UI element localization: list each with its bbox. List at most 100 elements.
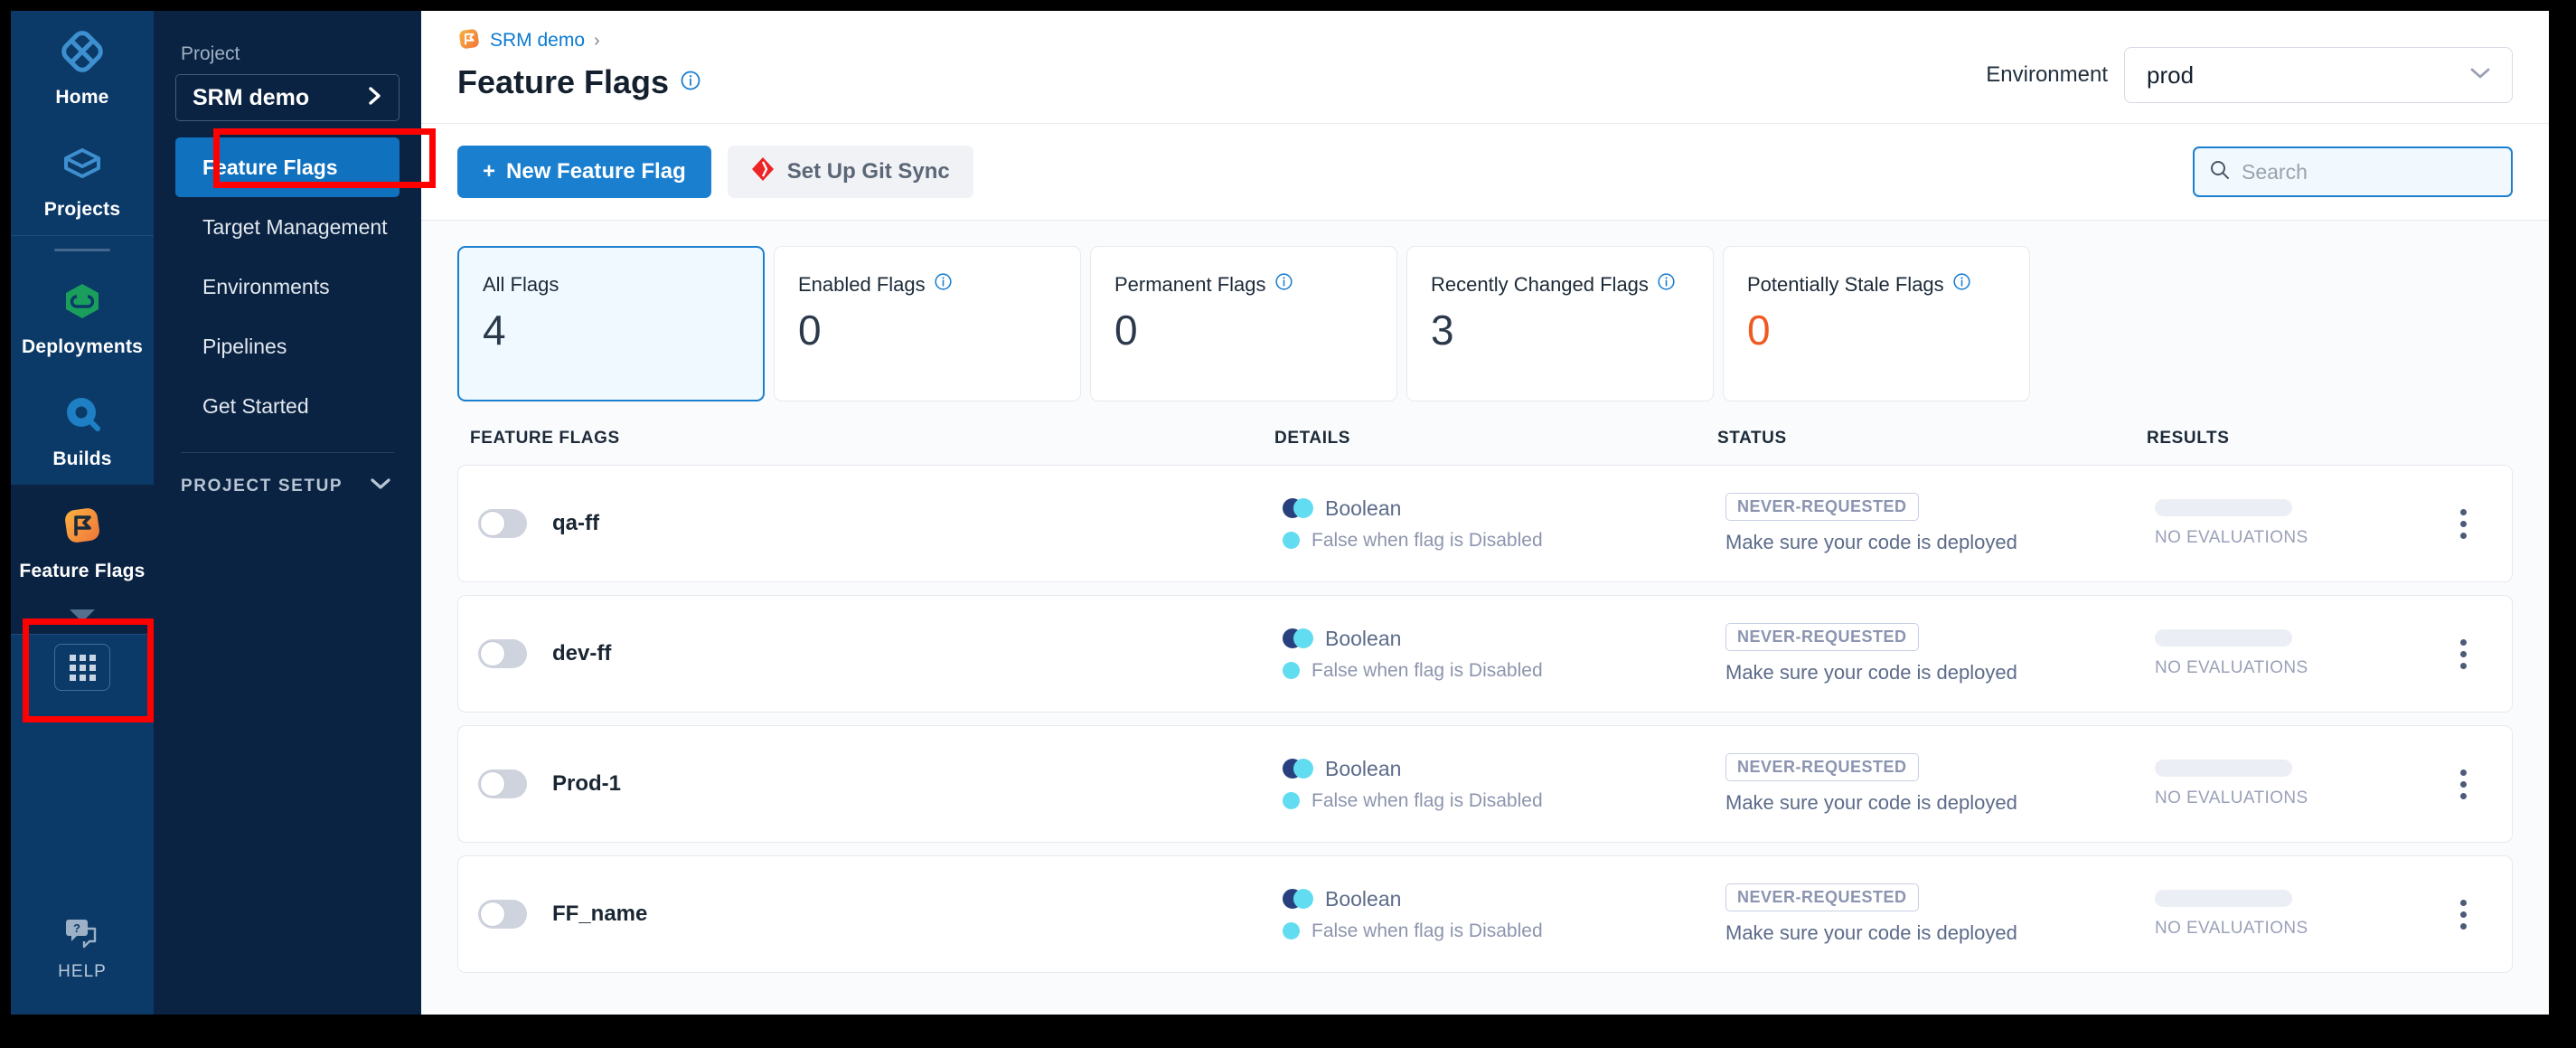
harness-diamond-icon [751, 156, 775, 188]
flag-variation-row: False when flag is Disabled [1283, 921, 1725, 942]
app-window: Home Projects Deployments [11, 11, 2549, 1015]
flag-type-row: Boolean [1283, 887, 1725, 911]
rail-item-deployments[interactable]: Deployments [11, 260, 154, 373]
sidebar-item-label: Environments [202, 274, 330, 298]
sidebar-item-target-management[interactable]: Target Management [175, 197, 400, 257]
row-status-cell: NEVER-REQUESTED Make sure your code is d… [1725, 883, 2155, 945]
info-icon[interactable] [680, 70, 701, 96]
info-icon[interactable] [1952, 272, 1971, 297]
info-icon[interactable] [934, 272, 953, 297]
stat-card-enabled-flags[interactable]: Enabled Flags 0 [774, 246, 1081, 401]
sidebar-item-label: Get Started [202, 393, 309, 418]
stat-card-label: Recently Changed Flags [1431, 272, 1649, 296]
flag-type-label: Boolean [1325, 626, 1402, 650]
rail-item-help[interactable]: ? HELP [11, 918, 154, 1015]
sidebar-section-project-setup[interactable]: PROJECT SETUP [154, 453, 421, 496]
set-up-git-sync-label: Set Up Git Sync [786, 159, 950, 184]
stat-card-label-wrap: Enabled Flags [798, 272, 1057, 297]
status-subtext: Make sure your code is deployed [1725, 661, 2017, 684]
main-content: SRM demo › Feature Flags Environment [421, 11, 2549, 1015]
environment-select[interactable]: prod [2124, 47, 2513, 103]
column-header-feature-flags: FEATURE FLAGS [470, 429, 620, 448]
flag-enable-toggle[interactable] [478, 509, 527, 538]
flag-type-label: Boolean [1325, 496, 1402, 520]
table-row[interactable]: FF_name Boolean False when flag is Disab… [457, 855, 2513, 973]
sidebar-section-label: PROJECT SETUP [181, 477, 343, 496]
rail-item-builds[interactable]: Builds [11, 373, 154, 485]
table-header: FEATURE FLAGS DETAILS STATUS RESULTS [457, 401, 2513, 465]
table-row[interactable]: dev-ff Boolean False when flag is Disabl… [457, 595, 2513, 713]
variation-dot-icon [1283, 662, 1300, 679]
results-placeholder-bar [2155, 760, 2292, 777]
results-text: NO EVALUATIONS [2155, 788, 2308, 807]
sidebar-item-pipelines[interactable]: Pipelines [175, 316, 400, 376]
stat-card-permanent-flags[interactable]: Permanent Flags 0 [1090, 246, 1397, 401]
apps-grid-button[interactable] [54, 644, 110, 691]
flag-variation-label: False when flag is Disabled [1312, 789, 1543, 811]
more-vertical-icon[interactable] [2445, 508, 2481, 539]
info-icon[interactable] [1274, 272, 1293, 297]
project-nav: Project SRM demo Feature Flags Target Ma… [154, 11, 421, 1015]
flag-enable-toggle[interactable] [478, 639, 527, 668]
sidebar-item-get-started[interactable]: Get Started [175, 376, 400, 436]
variation-dot-icon [1283, 792, 1300, 809]
stat-cards: All Flags 4 Enabled Flags 0 Perma [457, 246, 2513, 401]
flag-enable-toggle[interactable] [478, 900, 527, 929]
sidebar-item-label: Target Management [202, 214, 388, 239]
new-feature-flag-button[interactable]: + New Feature Flag [457, 146, 711, 198]
builds-gear-icon [61, 392, 103, 439]
rail-item-projects[interactable]: Projects [11, 123, 154, 235]
status-badge: NEVER-REQUESTED [1725, 493, 1919, 521]
stat-card-value: 0 [1747, 307, 1771, 354]
row-status-cell: NEVER-REQUESTED Make sure your code is d… [1725, 753, 2155, 815]
stat-card-value: 0 [798, 307, 822, 354]
environment-picker: Environment prod [1986, 27, 2513, 103]
project-selector[interactable]: SRM demo [175, 74, 400, 121]
breadcrumb-link-project[interactable]: SRM demo [490, 30, 586, 51]
stat-card-label: Potentially Stale Flags [1747, 272, 1944, 296]
boolean-type-icon [1283, 759, 1313, 779]
page-title: Feature Flags [457, 63, 670, 100]
breadcrumb-separator: › [594, 30, 600, 51]
more-vertical-icon[interactable] [2445, 638, 2481, 669]
more-vertical-icon[interactable] [2445, 899, 2481, 930]
boolean-type-icon [1283, 889, 1313, 909]
set-up-git-sync-button[interactable]: Set Up Git Sync [727, 146, 973, 198]
search-box[interactable] [2193, 146, 2513, 197]
more-vertical-icon[interactable] [2445, 769, 2481, 799]
stat-card-all-flags[interactable]: All Flags 4 [457, 246, 765, 401]
primary-nav-rail: Home Projects Deployments [11, 11, 154, 1015]
row-details-cell: Boolean False when flag is Disabled [1283, 496, 1725, 552]
table-row[interactable]: qa-ff Boolean False when flag is Disable… [457, 465, 2513, 582]
svg-text:?: ? [73, 921, 80, 935]
results-text: NO EVALUATIONS [2155, 658, 2308, 677]
project-label: Project [181, 43, 240, 64]
flag-type-row: Boolean [1283, 627, 1725, 651]
info-icon[interactable] [1657, 272, 1676, 297]
rail-collapse-toggle[interactable] [11, 597, 154, 634]
rail-item-feature-flags[interactable]: Feature Flags [11, 485, 154, 597]
search-input[interactable] [2242, 159, 2496, 184]
stat-card-potentially-stale-flags[interactable]: Potentially Stale Flags 0 [1723, 246, 2030, 401]
flag-enable-toggle[interactable] [478, 769, 527, 798]
stat-card-label: Permanent Flags [1114, 272, 1266, 296]
home-diamond-icon [61, 31, 103, 77]
row-details-cell: Boolean False when flag is Disabled [1283, 757, 1725, 812]
status-badge: NEVER-REQUESTED [1725, 623, 1919, 651]
results-placeholder-bar [2155, 629, 2292, 647]
variation-dot-icon [1283, 532, 1300, 549]
results-placeholder-bar [2155, 499, 2292, 516]
chevron-down-icon [370, 477, 391, 496]
row-flag-cell: qa-ff [478, 509, 1283, 538]
search-icon [2209, 159, 2231, 185]
row-details-cell: Boolean False when flag is Disabled [1283, 887, 1725, 942]
sidebar-item-feature-flags[interactable]: Feature Flags [175, 137, 400, 197]
table-row[interactable]: Prod-1 Boolean False when flag is Disabl… [457, 725, 2513, 843]
status-subtext: Make sure your code is deployed [1725, 531, 2017, 553]
flag-variation-label: False when flag is Disabled [1312, 920, 1543, 941]
stat-card-recently-changed-flags[interactable]: Recently Changed Flags 3 [1406, 246, 1714, 401]
sidebar-item-environments[interactable]: Environments [175, 257, 400, 316]
flag-variation-label: False when flag is Disabled [1312, 529, 1543, 551]
rail-item-home[interactable]: Home [11, 11, 154, 123]
stat-card-label-wrap: Potentially Stale Flags [1747, 272, 2006, 297]
